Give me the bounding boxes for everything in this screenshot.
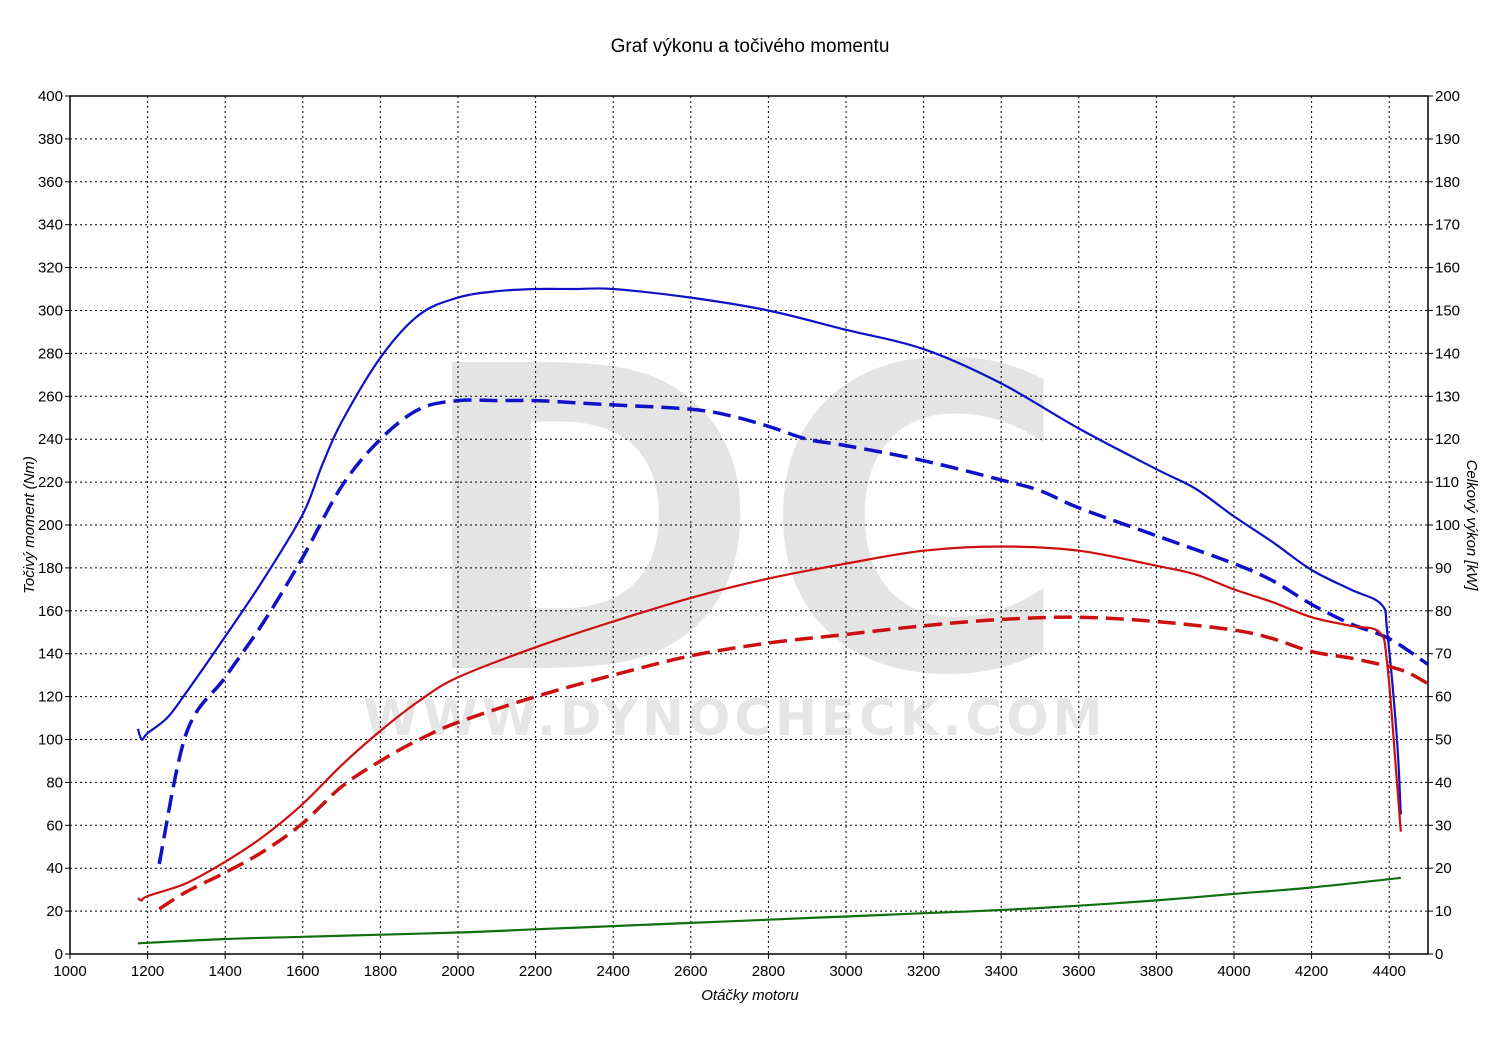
y-left-tick-label: 140 [38, 646, 63, 663]
series-line-1 [136, 287, 1402, 815]
y-right-tick-label: 110 [1435, 474, 1459, 491]
y-left-tick-label: 340 [38, 217, 63, 234]
y-left-tick-label: 60 [46, 817, 63, 834]
y-right-tick-label: 80 [1435, 603, 1452, 620]
y-left-tick-label: 180 [38, 560, 63, 577]
y-right-tick-label: 160 [1435, 260, 1460, 277]
y-left-tick-label: 220 [38, 474, 63, 491]
x-tick-label: 2400 [597, 963, 630, 980]
y-right-tick-label: 30 [1435, 817, 1452, 834]
x-tick-label: 1000 [53, 963, 86, 980]
y-right-tick-label: 180 [1435, 174, 1460, 191]
x-tick-label: 1800 [364, 963, 397, 980]
y-left-tick-label: 20 [46, 903, 63, 920]
plot-frame [69, 95, 1429, 955]
x-tick-label: 2200 [519, 963, 552, 980]
y-right-tick-label: 100 [1435, 517, 1460, 534]
y-axis-left-label: Točivý moment (Nm) [21, 456, 38, 594]
x-tick-label: 4000 [1217, 963, 1250, 980]
chart-title: Graf výkonu a točivého momentu [611, 36, 890, 57]
y-right-tick-label: 20 [1435, 860, 1452, 877]
x-tick-label: 3200 [907, 963, 940, 980]
y-right-tick-label: 190 [1435, 131, 1460, 148]
x-tick-label: 4200 [1295, 963, 1328, 980]
x-tick-label: 2800 [752, 963, 785, 980]
y-right-tick-label: 130 [1435, 388, 1460, 405]
y-right-tick-label: 0 [1435, 946, 1443, 963]
y-right-tick-label: 140 [1435, 345, 1460, 362]
y-left-tick-label: 380 [38, 131, 63, 148]
y-right-tick-label: 60 [1435, 689, 1452, 706]
x-tick-label: 2000 [441, 963, 474, 980]
y-left-tick-label: 80 [46, 774, 63, 791]
y-right-tick-label: 50 [1435, 732, 1452, 749]
y-left-tick-label: 360 [38, 174, 63, 191]
x-tick-label: 1200 [131, 963, 164, 980]
watermark-logo: DC [414, 279, 1071, 768]
series-line-4 [158, 615, 1429, 911]
y-axis-right-label: Celkový výkon [kW] [1463, 460, 1480, 592]
y-left-tick-label: 320 [38, 260, 63, 277]
x-tick-label: 3800 [1140, 963, 1173, 980]
x-axis-label: Otáčky motoru [701, 987, 799, 1004]
watermark-url: WWW.DYNOCHECK.COM [364, 689, 1107, 747]
y-left-tick-label: 400 [38, 88, 63, 105]
data-series [136, 287, 1429, 945]
series-line-2 [157, 398, 1429, 865]
x-tick-label: 3600 [1062, 963, 1095, 980]
y-right-tick-label: 40 [1435, 774, 1452, 791]
y-left-tick-label: 260 [38, 388, 63, 405]
x-tick-label: 2600 [674, 963, 707, 980]
axis-ticks: 1000 1200 1400 1600 1800 2000 2200 2400 2600 2800… [38, 88, 1460, 980]
y-right-tick-label: 200 [1435, 88, 1460, 105]
y-right-tick-label: 10 [1435, 903, 1452, 920]
watermark: DC WWW.DYNOCHECK.COM [364, 279, 1107, 768]
y-left-tick-label: 120 [38, 689, 63, 706]
y-left-tick-label: 300 [38, 303, 63, 320]
y-left-tick-label: 200 [38, 517, 63, 534]
y-left-tick-label: 40 [46, 860, 63, 877]
y-right-tick-label: 70 [1435, 646, 1452, 663]
y-right-tick-label: 120 [1435, 431, 1460, 448]
y-right-tick-label: 90 [1435, 560, 1452, 577]
y-left-tick-label: 280 [38, 345, 63, 362]
y-right-tick-label: 170 [1435, 217, 1460, 234]
x-tick-label: 1600 [286, 963, 319, 980]
series-line-5 [137, 876, 1401, 945]
x-tick-label: 3400 [985, 963, 1018, 980]
y-left-tick-label: 240 [38, 431, 63, 448]
y-left-tick-label: 0 [55, 946, 63, 963]
x-tick-label: 3000 [829, 963, 862, 980]
grid-lines [70, 96, 1428, 954]
y-left-tick-label: 160 [38, 603, 63, 620]
x-tick-label: 1400 [209, 963, 242, 980]
x-tick-label: 4400 [1373, 963, 1406, 980]
series-line-3 [137, 545, 1402, 902]
y-left-tick-label: 100 [38, 732, 63, 749]
y-right-tick-label: 150 [1435, 303, 1460, 320]
